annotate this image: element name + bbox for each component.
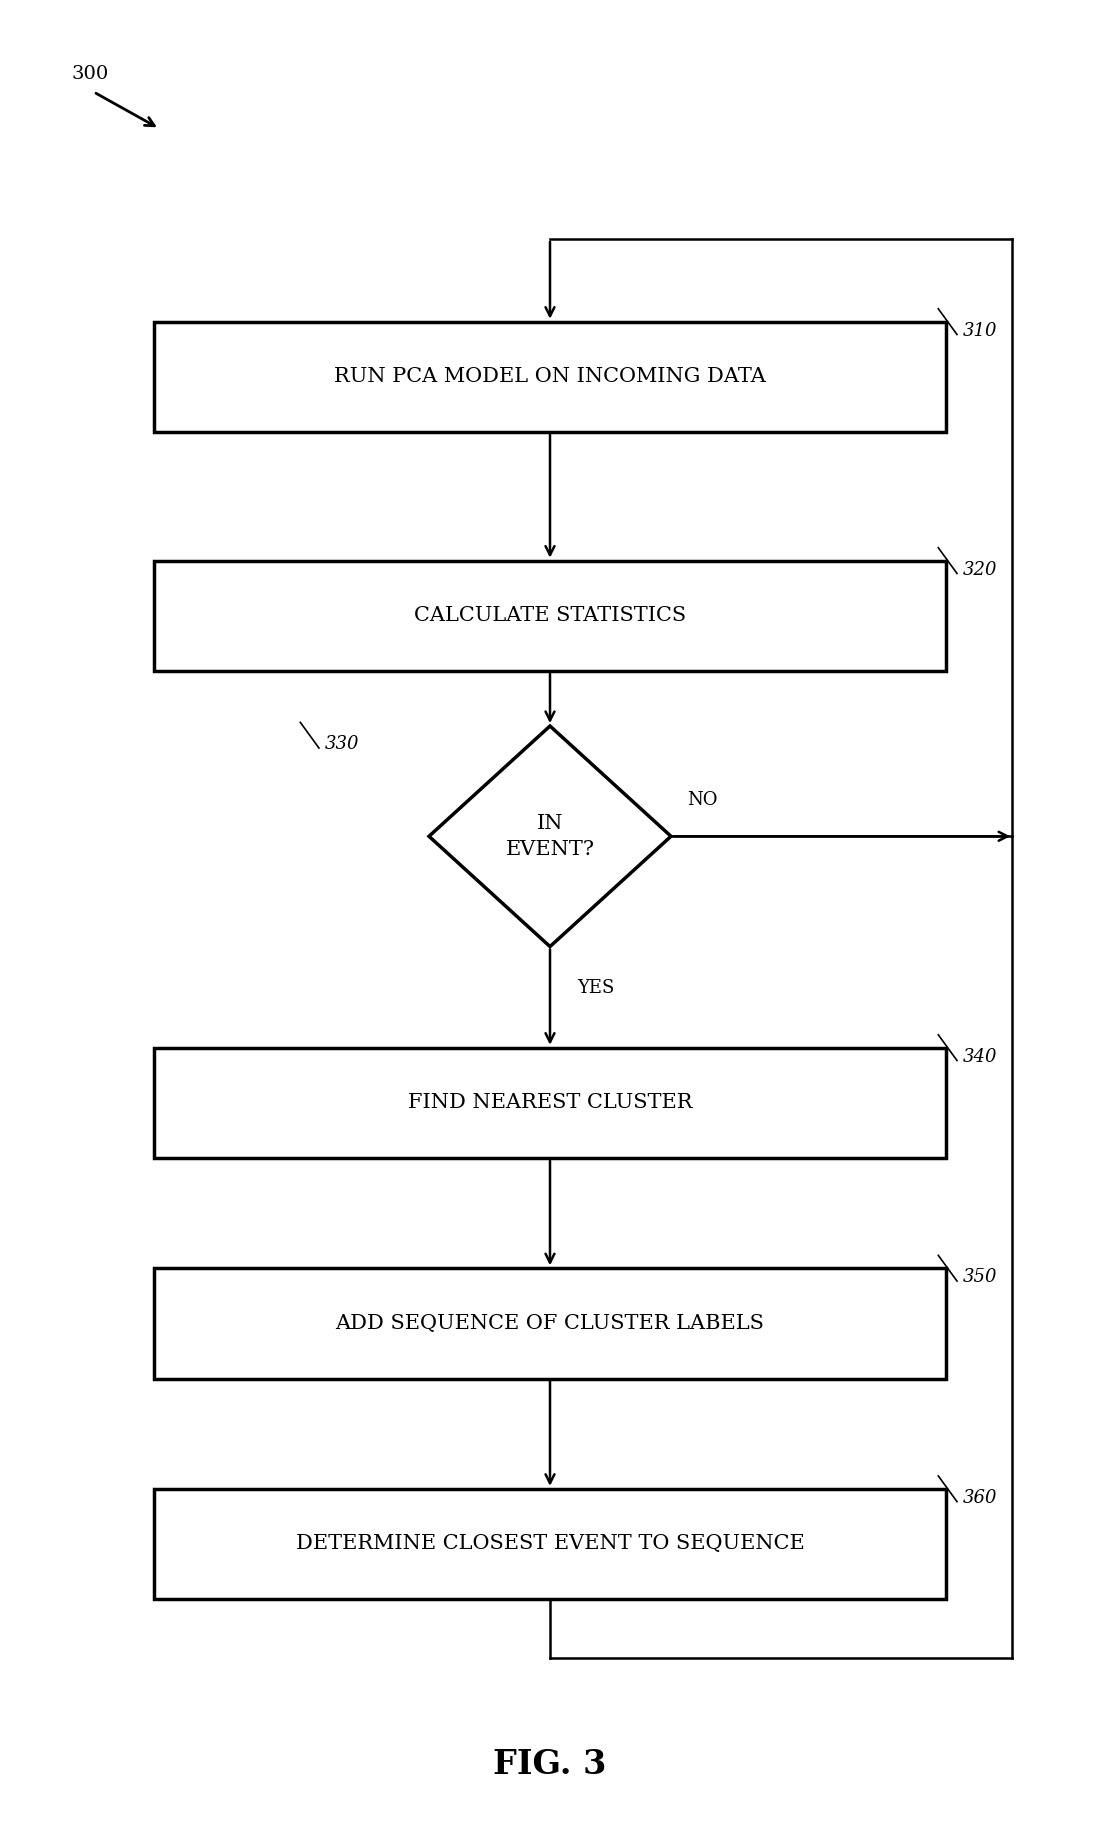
Text: 360: 360 xyxy=(962,1489,997,1507)
Text: FIG. 3: FIG. 3 xyxy=(493,1748,607,1781)
Text: YES: YES xyxy=(578,980,615,996)
FancyBboxPatch shape xyxy=(154,561,946,671)
Text: DETERMINE CLOSEST EVENT TO SEQUENCE: DETERMINE CLOSEST EVENT TO SEQUENCE xyxy=(296,1535,804,1553)
Text: 300: 300 xyxy=(72,64,109,83)
Text: 330: 330 xyxy=(324,735,359,754)
Text: RUN PCA MODEL ON INCOMING DATA: RUN PCA MODEL ON INCOMING DATA xyxy=(334,368,766,386)
Polygon shape xyxy=(429,726,671,947)
FancyBboxPatch shape xyxy=(154,1048,946,1158)
Text: CALCULATE STATISTICS: CALCULATE STATISTICS xyxy=(414,607,686,625)
Text: 340: 340 xyxy=(962,1048,997,1066)
Text: FIND NEAREST CLUSTER: FIND NEAREST CLUSTER xyxy=(408,1094,692,1112)
Text: NO: NO xyxy=(688,790,718,809)
Text: 350: 350 xyxy=(962,1268,997,1287)
FancyBboxPatch shape xyxy=(154,1268,946,1378)
FancyBboxPatch shape xyxy=(154,1489,946,1599)
FancyBboxPatch shape xyxy=(154,322,946,432)
Text: ADD SEQUENCE OF CLUSTER LABELS: ADD SEQUENCE OF CLUSTER LABELS xyxy=(336,1314,764,1333)
Text: 310: 310 xyxy=(962,322,997,340)
Text: 320: 320 xyxy=(962,561,997,579)
Text: IN
EVENT?: IN EVENT? xyxy=(506,814,594,858)
